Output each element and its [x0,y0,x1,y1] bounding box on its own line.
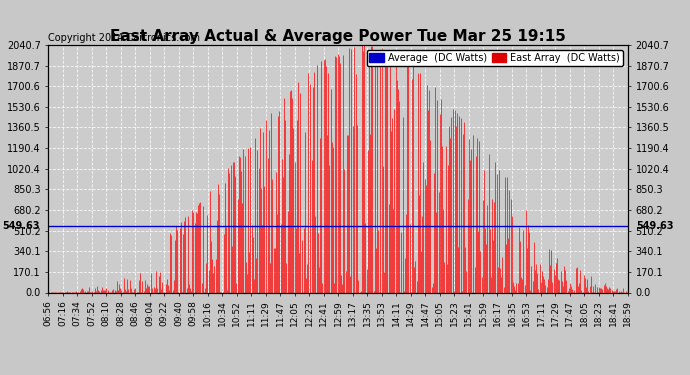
Text: 549.63: 549.63 [636,221,673,231]
Text: 549.63: 549.63 [3,221,40,231]
Legend: Average  (DC Watts), East Array  (DC Watts): Average (DC Watts), East Array (DC Watts… [366,50,623,66]
Text: Copyright 2014 Cartronics.com: Copyright 2014 Cartronics.com [48,33,200,42]
Title: East Array Actual & Average Power Tue Mar 25 19:15: East Array Actual & Average Power Tue Ma… [110,29,566,44]
